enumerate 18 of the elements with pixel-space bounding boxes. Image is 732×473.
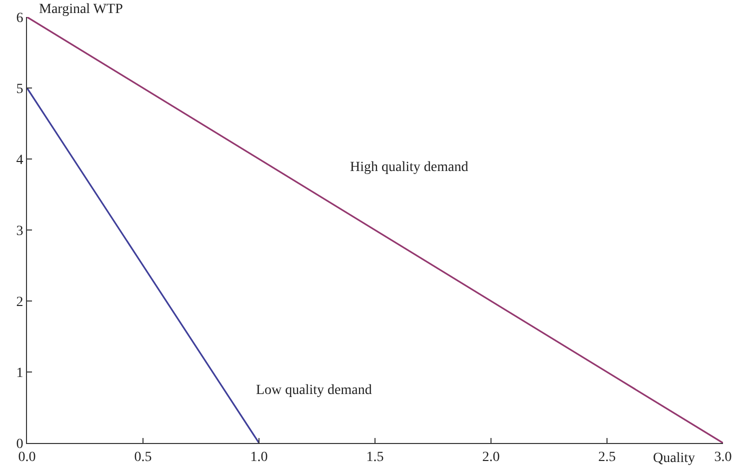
x-tick-label: 1.0: [250, 450, 268, 465]
x-tick-label: 3.0: [714, 450, 732, 465]
y-tick-label: 1: [16, 366, 24, 381]
y-tick-label: 3: [16, 224, 24, 239]
y-axis-title: Marginal WTP: [39, 2, 124, 17]
x-tick-label: 1.5: [366, 450, 384, 465]
y-tick-label: 2: [16, 294, 24, 310]
text: High quality demand: [350, 160, 468, 175]
x-axis-title: Quality: [653, 451, 695, 466]
x-tick-label: 0.0: [18, 450, 36, 465]
series-label: Low quality demand: [256, 383, 372, 398]
x-tick-label: 0.5: [134, 450, 152, 465]
x-tick-label: 2.5: [598, 450, 616, 465]
y-tick-label: 4: [16, 152, 24, 168]
x-tick-label: 2.0: [482, 450, 500, 465]
y-tick-label: 6: [16, 10, 24, 26]
y-tick-label: 5: [16, 82, 24, 97]
y-tick-label: 0: [16, 436, 24, 452]
